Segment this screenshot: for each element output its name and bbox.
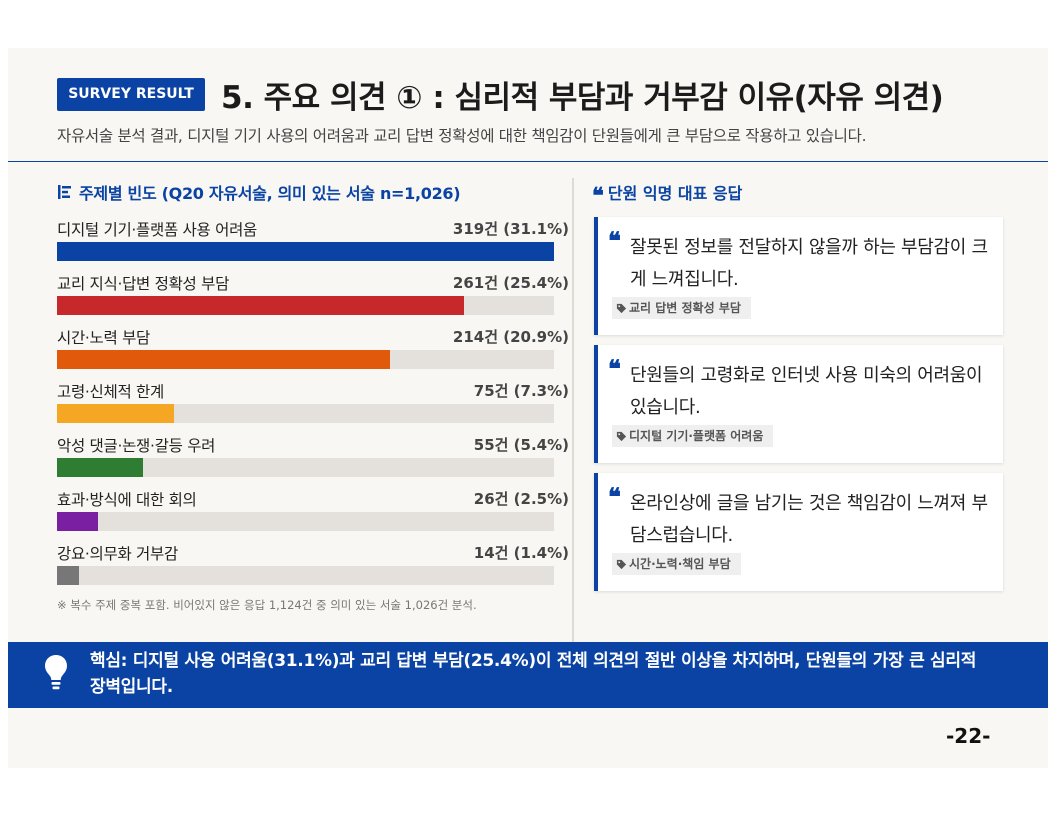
quote-text: 단원들의 고령화로 인터넷 사용 미숙의 어려움이 있습니다. — [630, 365, 983, 418]
bar-row: 고령·신체적 한계 75건 (7.3%) — [57, 380, 569, 434]
bar-category-label: 강요·의무화 거부감 — [57, 545, 178, 563]
bar — [57, 566, 79, 585]
header-divider — [8, 161, 1048, 162]
bar-value-label: 55건 (5.4%) — [473, 436, 569, 454]
quote-card: ❝ 단원들의 고령화로 인터넷 사용 미숙의 어려움이 있습니다. 디지털 기기… — [594, 345, 1003, 463]
key-insight-text: 핵심: 디지털 사용 어려움(31.1%)과 교리 답변 부담(25.4%)이 … — [90, 651, 977, 697]
tag-icon — [616, 559, 627, 569]
bar-category-label: 효과·방식에 대한 회의 — [57, 491, 197, 509]
bar — [57, 242, 554, 261]
page-number: -22- — [946, 724, 991, 748]
lightbulb-icon — [45, 655, 67, 690]
bar-track — [57, 350, 554, 369]
slide: SURVEY RESULT 5. 주요 의견 ① : 심리적 부담과 거부감 이… — [8, 48, 1048, 768]
page-title: 5. 주요 의견 ① : 심리적 부담과 거부감 이유(자유 의견) — [221, 80, 944, 116]
bar — [57, 404, 174, 423]
bar — [57, 296, 464, 315]
bar-track — [57, 296, 554, 315]
frequency-heading-text: 주제별 빈도 (Q20 자유서술, 의미 있는 서술 n=1,026) — [79, 184, 461, 203]
bar-row: 강요·의무화 거부감 14건 (1.4%) — [57, 542, 569, 596]
quote-card: ❝ 온라인상에 글을 남기는 것은 책임감이 느껴져 부담스럽습니다. 시간·노… — [594, 473, 1003, 591]
bar-value-label: 14건 (1.4%) — [473, 544, 569, 562]
bar-row: 교리 지식·답변 정확성 부담 261건 (25.4%) — [57, 272, 569, 326]
quote-tag: 시간·노력·책임 부담 — [612, 553, 741, 575]
tag-icon — [616, 431, 627, 441]
bar-row: 효과·방식에 대한 회의 26건 (2.5%) — [57, 488, 569, 542]
chart-footnote: ※ 복수 주제 중복 포함. 비어있지 않은 응답 1,124건 중 의미 있는… — [57, 598, 477, 612]
key-insight-banner: 핵심: 디지털 사용 어려움(31.1%)과 교리 답변 부담(25.4%)이 … — [8, 642, 1048, 708]
bar-track — [57, 404, 554, 423]
bar-category-label: 악성 댓글·논쟁·갈등 우려 — [57, 437, 216, 455]
quote-text: 온라인상에 글을 남기는 것은 책임감이 느껴져 부담스럽습니다. — [630, 493, 988, 546]
quote-icon: ❝ — [608, 482, 621, 511]
bar-row: 시간·노력 부담 214건 (20.9%) — [57, 326, 569, 380]
bar — [57, 350, 390, 369]
bar-value-label: 214건 (20.9%) — [452, 328, 569, 346]
bar-row: 디지털 기기·플랫폼 사용 어려움 319건 (31.1%) — [57, 218, 569, 272]
bar-track — [57, 512, 554, 531]
bar-category-label: 시간·노력 부담 — [57, 329, 151, 347]
quotes-heading: ❝ 단원 익명 대표 응답 — [592, 180, 743, 209]
quote-icon: ❝ — [608, 354, 621, 383]
quote-card: ❝ 잘못된 정보를 전달하지 않을까 하는 부담감이 크게 느껴집니다. 교리 … — [594, 217, 1003, 335]
frequency-bar-chart: 디지털 기기·플랫폼 사용 어려움 319건 (31.1%) 교리 지식·답변 정확… — [57, 218, 569, 596]
bar-category-label: 고령·신체적 한계 — [57, 383, 164, 401]
tag-icon — [616, 303, 627, 313]
quote-text: 잘못된 정보를 전달하지 않을까 하는 부담감이 크게 느껴집니다. — [630, 237, 988, 290]
bar-track — [57, 566, 554, 585]
bar-value-label: 261건 (25.4%) — [452, 274, 569, 292]
bar-category-label: 교리 지식·답변 정확성 부담 — [57, 275, 230, 293]
bar — [57, 512, 98, 531]
frequency-heading: 주제별 빈도 (Q20 자유서술, 의미 있는 서술 n=1,026) — [57, 180, 461, 204]
quotes-heading-text: 단원 익명 대표 응답 — [607, 184, 743, 203]
quote-tag-label: 교리 답변 정확성 부담 — [629, 301, 741, 315]
bar-value-label: 319건 (31.1%) — [452, 220, 569, 238]
quote-tag: 디지털 기기·플랫폼 어려움 — [612, 425, 774, 447]
quote-icon: ❝ — [592, 183, 604, 209]
quote-tag-label: 시간·노력·책임 부담 — [629, 557, 731, 571]
survey-result-badge: SURVEY RESULT — [57, 78, 205, 111]
bar-value-label: 75건 (7.3%) — [473, 382, 569, 400]
bar-list-icon — [58, 185, 71, 199]
bar-row: 악성 댓글·논쟁·갈등 우려 55건 (5.4%) — [57, 434, 569, 488]
bar-track — [57, 458, 554, 477]
quote-tag: 교리 답변 정확성 부담 — [612, 297, 751, 319]
bar-category-label: 디지털 기기·플랫폼 사용 어려움 — [57, 221, 257, 239]
quote-icon: ❝ — [608, 226, 621, 255]
quote-tag-label: 디지털 기기·플랫폼 어려움 — [629, 429, 764, 443]
bar — [57, 458, 143, 477]
bar-track — [57, 242, 554, 261]
column-divider — [572, 178, 574, 642]
bar-value-label: 26건 (2.5%) — [473, 490, 569, 508]
page-subtitle: 자유서술 분석 결과, 디지털 기기 사용의 어려움과 교리 답변 정확성에 대… — [57, 127, 867, 145]
